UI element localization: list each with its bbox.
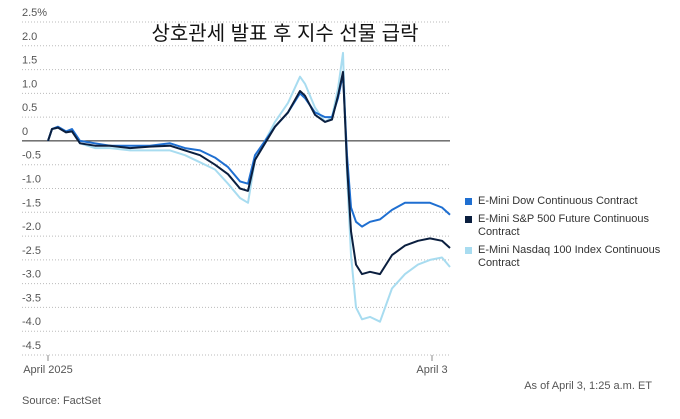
y-tick-label: -2.0 [22,221,41,233]
y-tick-label: 0 [22,126,28,138]
x-tick-label: April 3 [416,364,447,376]
chart-title: 상호관세 발표 후 지수 선물 급락 [152,22,419,45]
note: As of April 3, 1:25 a.m. ET [524,380,652,392]
y-tick-label: -4.0 [22,316,41,328]
legend-label: E-Mini Dow Continuous Contract [478,195,638,207]
y-tick-label: 1.5 [22,55,37,67]
series-line [47,73,451,228]
y-tick-label: -0.5 [22,150,41,162]
y-tick-label: 1.0 [22,78,37,90]
legend-item: E-Mini Dow Continuous Contract [465,195,665,208]
legend: E-Mini Dow Continuous Contract E-Mini S&P… [465,195,665,275]
y-tick-label: -4.5 [22,340,41,352]
y-tick-label: -2.5 [22,245,41,257]
y-tick-label: -3.5 [22,292,41,304]
y-tick-label: -1.5 [22,197,41,209]
legend-item: E-Mini Nasdaq 100 Index Continuous Contr… [465,244,665,270]
y-tick-label: 2.5% [22,7,47,19]
y-tick-label: -3.0 [22,269,41,281]
legend-swatch [465,247,472,254]
legend-swatch [465,216,472,223]
y-tick-label: -1.0 [22,174,41,186]
legend-item: E-Mini S&P 500 Future Continuous Contrac… [465,213,665,239]
source: Source: FactSet [22,395,101,407]
y-tick-label: 0.5 [22,102,37,114]
legend-label: E-Mini S&P 500 Future Continuous Contrac… [478,213,649,238]
y-tick-label: 2.0 [22,31,37,43]
legend-label: E-Mini Nasdaq 100 Index Continuous Contr… [478,244,661,269]
series-line [47,51,451,323]
legend-swatch [465,198,472,205]
x-tick-label: April 2025 [23,364,73,376]
series-line [47,70,451,276]
